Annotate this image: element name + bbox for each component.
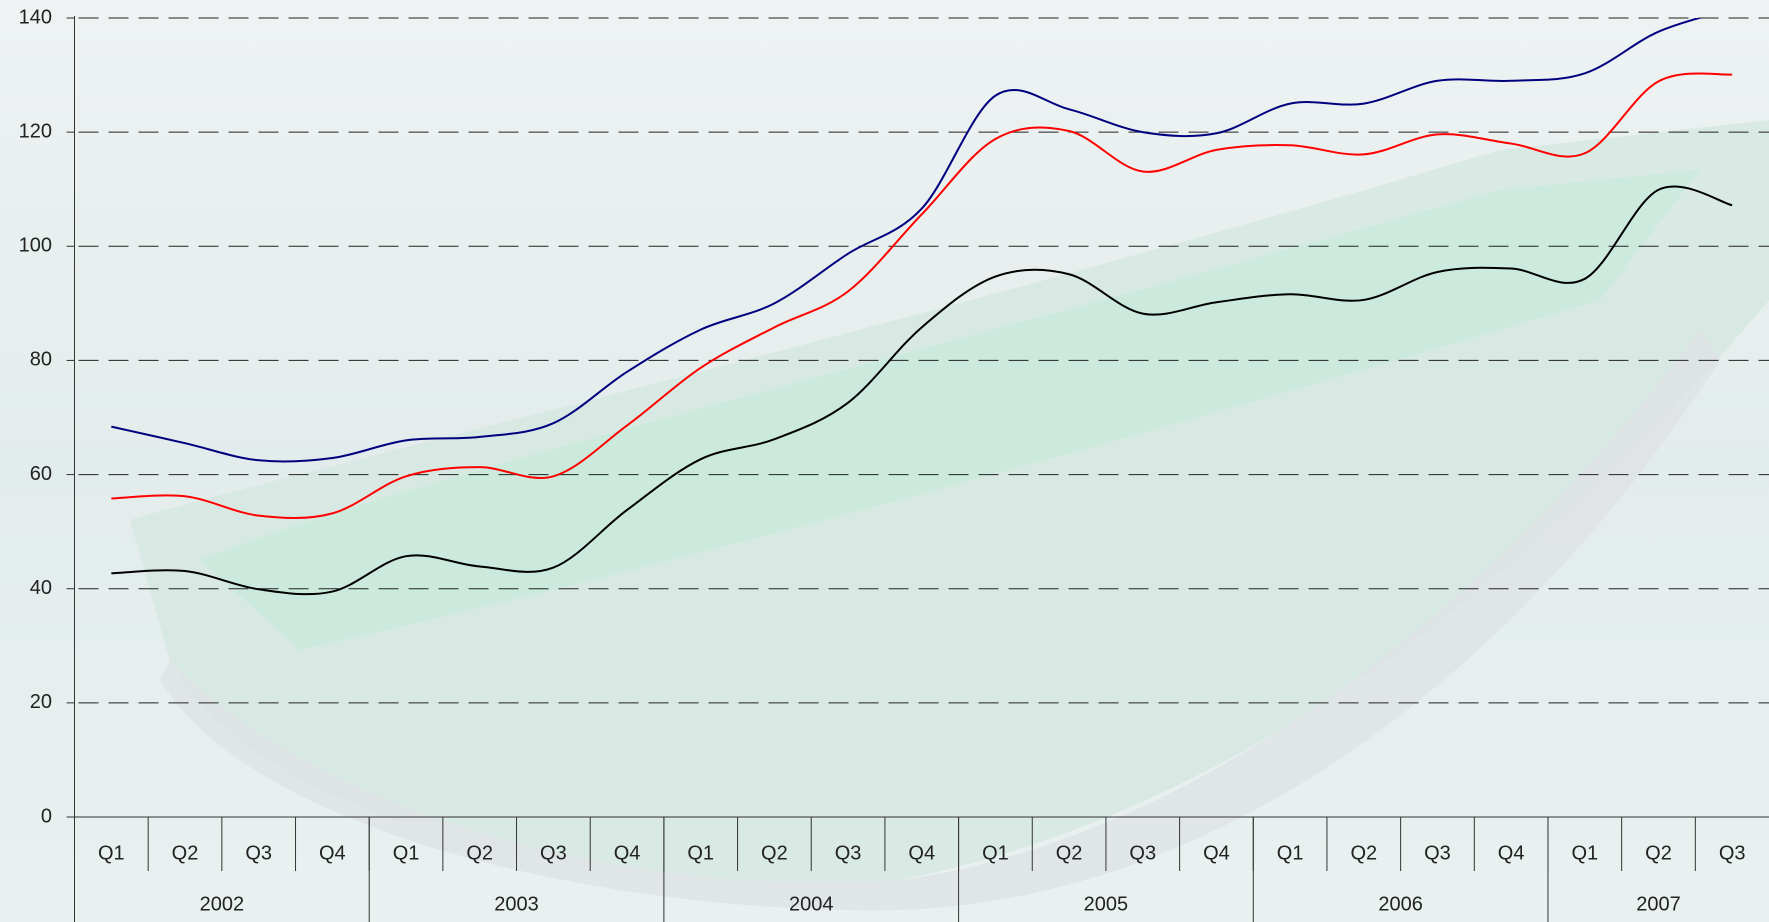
y-tick-label: 40 [30, 577, 52, 599]
year-label: 2007 [1636, 893, 1681, 915]
series-line [111, 72, 1733, 520]
x-tick-label: Q1 [98, 842, 125, 864]
x-tick-label: Q2 [466, 842, 493, 864]
x-tick-label: Q3 [245, 842, 272, 864]
x-tick-label: Q4 [614, 842, 641, 864]
x-tick-label: Q1 [1571, 842, 1598, 864]
x-tick-label: Q1 [982, 842, 1009, 864]
ship-deck [200, 170, 1700, 650]
series-line [111, 185, 1733, 596]
y-tick-label: 140 [19, 6, 52, 28]
year-label: 2006 [1378, 893, 1423, 915]
x-tick-label: Q1 [687, 842, 714, 864]
x-tick-label: Q2 [172, 842, 199, 864]
y-tick-label: 60 [30, 463, 52, 485]
x-tick-label: Q2 [761, 842, 788, 864]
x-tick-label: Q3 [1129, 842, 1156, 864]
x-tick-label: Q4 [1498, 842, 1525, 864]
x-tick-label: Q2 [1645, 842, 1672, 864]
x-tick-label: Q1 [393, 842, 420, 864]
x-tick-label: Q4 [908, 842, 935, 864]
ship-side [160, 330, 1720, 911]
year-label: 2003 [494, 893, 539, 915]
x-tick-label: Q1 [1277, 842, 1304, 864]
y-tick-label: 100 [19, 235, 52, 257]
year-label: 2002 [200, 893, 245, 915]
x-tick-label: Q3 [540, 842, 567, 864]
x-tick-label: Q4 [319, 842, 346, 864]
y-tick-label: 80 [30, 349, 52, 371]
x-tick-label: Q3 [1719, 842, 1746, 864]
x-tick-label: Q2 [1350, 842, 1377, 864]
x-tick-label: Q3 [835, 842, 862, 864]
x-tick-label: Q4 [1203, 842, 1230, 864]
year-label: 2004 [789, 893, 834, 915]
x-tick-label: Q2 [1056, 842, 1083, 864]
year-label: 2005 [1084, 893, 1129, 915]
y-tick-label: 20 [30, 691, 52, 713]
x-tick-label: Q3 [1424, 842, 1451, 864]
y-tick-label: 120 [19, 120, 52, 142]
y-tick-label: 0 [41, 805, 52, 827]
series-line [111, 18, 1703, 463]
